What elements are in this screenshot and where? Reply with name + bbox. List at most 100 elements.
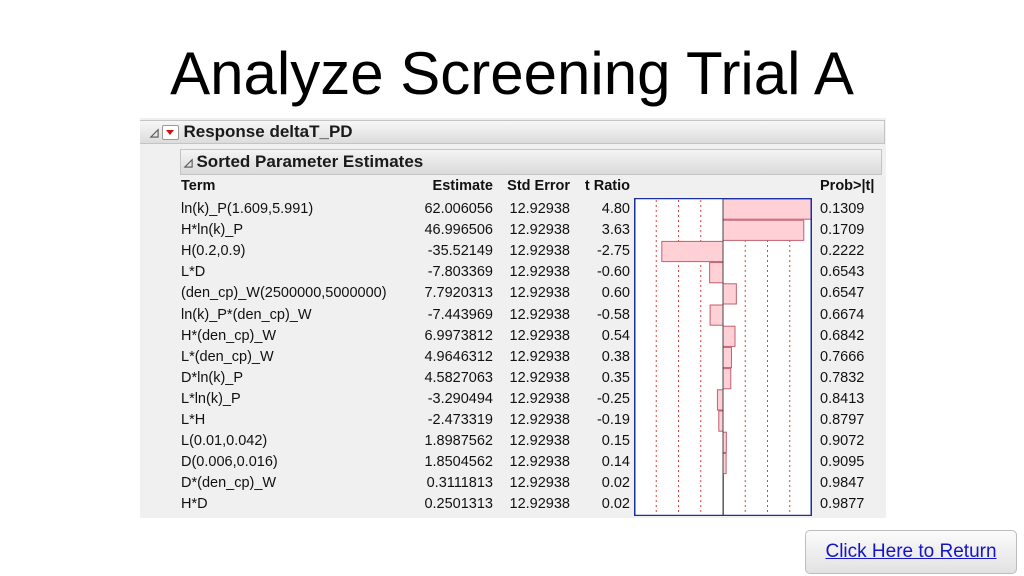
report-panel: ◿ Response deltaT_PD ◿ Sorted Parameter … — [140, 118, 886, 518]
table-cell-term: ln(k)_P(1.609,5.991) — [181, 201, 314, 217]
table-cell-std-error: 12.92938 — [509, 264, 570, 281]
table-cell-estimate: 7.7920313 — [424, 285, 493, 302]
table-cell-std-error: 12.92938 — [509, 454, 570, 471]
column-header-std-error: Std Error — [507, 178, 570, 194]
table-cell-term: H*ln(k)_P — [181, 222, 244, 239]
column-header-t-ratio: t Ratio — [584, 178, 630, 194]
table-cell-prob: 0.1309 — [820, 201, 865, 217]
sorted-estimates-header[interactable]: ◿ Sorted Parameter Estimates — [180, 149, 882, 175]
table-cell-t-ratio: 4.80 — [601, 201, 630, 217]
bar-H*ln(k)_P — [722, 219, 805, 241]
t-ratio-bar-chart — [634, 198, 812, 516]
table-cell-prob: 0.1709 — [820, 222, 865, 239]
table-cell-term: L(0.01,0.042) — [181, 433, 268, 450]
table-cell-prob: 0.7832 — [820, 369, 865, 386]
bar-L*ln(k)_P — [716, 389, 724, 411]
table-cell-prob: 0.8413 — [820, 390, 865, 407]
table-cell-term: D*ln(k)_P — [181, 369, 244, 386]
return-button[interactable]: Click Here to Return — [805, 530, 1017, 574]
bar-L(0.01,0.042) — [722, 431, 727, 453]
bar-ln(k)_P*(den_cp)_W — [709, 304, 724, 326]
table-cell-prob: 0.9072 — [820, 433, 865, 450]
table-cell-prob: 0.9877 — [820, 496, 865, 513]
table-cell-t-ratio: 0.14 — [601, 454, 630, 471]
bar-L*H — [718, 410, 724, 432]
table-cell-t-ratio: -0.19 — [596, 412, 630, 428]
table-cell-t-ratio: 3.63 — [601, 222, 630, 239]
table-cell-estimate: 4.9646312 — [424, 348, 493, 365]
table-cell-t-ratio: -2.75 — [596, 243, 630, 260]
table-cell-term: H*D — [181, 496, 208, 513]
table-cell-std-error: 12.92938 — [509, 433, 570, 450]
table-cell-prob: 0.7666 — [820, 348, 865, 365]
column-header-term: Term — [181, 178, 216, 194]
section-header-label: Sorted Parameter Estimates — [196, 152, 424, 171]
table-cell-t-ratio: 0.35 — [601, 369, 630, 386]
table-cell-estimate: -7.443969 — [427, 306, 493, 323]
table-cell-term: L*H — [181, 412, 206, 428]
table-cell-term: L*(den_cp)_W — [181, 348, 274, 365]
table-cell-estimate: 1.8504562 — [424, 454, 493, 471]
table-cell-prob: 0.2222 — [820, 243, 865, 260]
table-cell-t-ratio: 0.54 — [601, 327, 630, 344]
table-cell-std-error: 12.92938 — [509, 348, 570, 365]
table-cell-std-error: 12.92938 — [509, 222, 570, 239]
response-header[interactable]: ◿ Response deltaT_PD — [140, 120, 885, 144]
table-cell-prob: 0.8797 — [820, 412, 865, 428]
table-cell-t-ratio: -0.58 — [596, 306, 630, 323]
bar-H*(den_cp)_W — [722, 325, 736, 347]
collapse-triangle-icon[interactable]: ◿ — [184, 156, 193, 169]
table-cell-t-ratio: -0.25 — [596, 390, 630, 407]
column-header-prob: Prob>|t| — [820, 178, 875, 194]
table-cell-prob: 0.6547 — [820, 285, 865, 302]
table-cell-std-error: 12.92938 — [509, 201, 570, 217]
table-cell-term: L*ln(k)_P — [181, 390, 241, 407]
table-cell-term: D(0.006,0.016) — [181, 454, 278, 471]
bar-H(0.2,0.9) — [661, 240, 724, 263]
table-cell-std-error: 12.92938 — [509, 327, 570, 344]
table-cell-term: ln(k)_P*(den_cp)_W — [181, 306, 312, 323]
table-cell-term: D*(den_cp)_W — [181, 475, 277, 492]
return-link[interactable]: Click Here to Return — [825, 541, 997, 562]
table-cell-prob: 0.9095 — [820, 454, 865, 471]
table-cell-estimate: 4.5827063 — [424, 369, 493, 386]
table-cell-std-error: 12.92938 — [509, 475, 570, 492]
table-cell-estimate: -3.290494 — [427, 390, 493, 407]
table-cell-std-error: 12.92938 — [509, 369, 570, 386]
table-cell-estimate: 62.006056 — [424, 201, 493, 217]
table-cell-std-error: 12.92938 — [509, 412, 570, 428]
chart-frame — [634, 198, 812, 516]
column-header-estimate: Estimate — [432, 178, 493, 194]
table-cell-estimate: -35.52149 — [427, 243, 493, 260]
table-cell-term: (den_cp)_W(2500000,5000000) — [181, 285, 387, 302]
table-cell-term: H*(den_cp)_W — [181, 327, 277, 344]
collapse-triangle-icon[interactable]: ◿ — [150, 126, 159, 139]
table-cell-t-ratio: -0.60 — [596, 264, 630, 281]
table-cell-estimate: 0.2501313 — [424, 496, 493, 513]
table-cell-t-ratio: 0.60 — [601, 285, 630, 302]
table-cell-std-error: 12.92938 — [509, 285, 570, 302]
response-header-label: Response deltaT_PD — [183, 122, 353, 141]
table-cell-t-ratio: 0.15 — [601, 433, 630, 450]
table-cell-estimate: -2.473319 — [427, 412, 493, 428]
bar-L*D — [709, 262, 724, 284]
table-cell-term: L*D — [181, 264, 206, 281]
table-cell-term: H(0.2,0.9) — [181, 243, 246, 260]
slide-title: Analyze Screening Trial A — [170, 40, 854, 107]
table-cell-t-ratio: 0.38 — [601, 348, 630, 365]
bar-ln(k)_P(1.609,5.991) — [722, 198, 812, 220]
table-cell-prob: 0.9847 — [820, 475, 865, 492]
bar-(den_cp)_W(2500000,5000000) — [722, 283, 737, 305]
table-cell-std-error: 12.92938 — [509, 496, 570, 513]
table-cell-estimate: -7.803369 — [427, 264, 493, 281]
bar-D*ln(k)_P — [722, 368, 732, 390]
table-cell-prob: 0.6842 — [820, 327, 865, 344]
table-cell-estimate: 0.3111813 — [426, 475, 493, 492]
table-cell-std-error: 12.92938 — [509, 243, 570, 260]
table-cell-std-error: 12.92938 — [509, 390, 570, 407]
table-cell-prob: 0.6674 — [820, 306, 865, 323]
table-cell-estimate: 46.996506 — [424, 222, 493, 239]
red-triangle-menu-icon[interactable] — [162, 124, 180, 140]
table-cell-estimate: 1.8987562 — [424, 433, 493, 450]
table-cell-t-ratio: 0.02 — [601, 496, 630, 513]
